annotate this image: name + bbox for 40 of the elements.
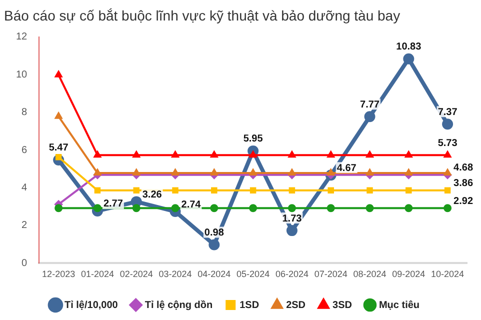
legend-label: 1SD [240,300,260,311]
data-label: 7.77 [360,99,380,110]
legend-label: 2SD [286,300,306,311]
data-label: 5.47 [48,142,69,154]
x-tick-label: 07-2024 [314,269,348,280]
data-label: 4.67 [336,162,357,174]
legend-label: Tỉ lệ cộng dồn [144,300,213,311]
x-tick-label: 01-2024 [80,269,114,280]
data-label: 4.68 [454,162,474,174]
x-tick-label: 02-2024 [120,269,153,280]
y-tick-label: 12 [16,32,28,43]
data-label: 5.73 [438,138,458,149]
y-tick-label: 6 [22,144,28,156]
y-tick-label: 0 [22,258,28,269]
x-tick-label: 09-2024 [392,269,426,280]
x-tick-label: 10-2024 [431,269,464,280]
y-tick-label: 4 [22,182,28,194]
x-tick-label: 08-2024 [353,269,386,280]
x-tick-label: 05-2024 [236,269,270,280]
y-tick-label: 10 [16,69,28,80]
x-tick-label: 04-2024 [198,269,231,280]
chart-title: Báo cáo sự cố bắt buộc lĩnh vực kỹ thuật và bảo dưỡng tàu bay [4,7,400,24]
data-label: 2.92 [454,196,474,207]
legend-label: 3SD [332,300,352,311]
data-label: 3.86 [454,178,474,190]
data-label: 1.73 [282,213,302,224]
data-label: 7.37 [438,106,458,118]
legend-label: Mục tiêu [378,300,420,311]
data-label: 0.98 [204,227,224,238]
data-label: 2.74 [181,199,202,210]
legend-label: Tỉ lệ/10,000 [64,300,118,311]
y-tick-label: 8 [22,107,28,118]
x-tick-label: 12-2023 [42,269,76,280]
y-tick-label: 2 [22,220,28,232]
data-label: 3.26 [142,189,162,200]
data-label: 5.95 [243,134,264,145]
x-tick-label: 03-2024 [158,269,192,280]
data-label: 2.77 [103,198,124,210]
x-tick-label: 06-2024 [275,269,308,280]
data-label: 10.83 [396,42,422,53]
